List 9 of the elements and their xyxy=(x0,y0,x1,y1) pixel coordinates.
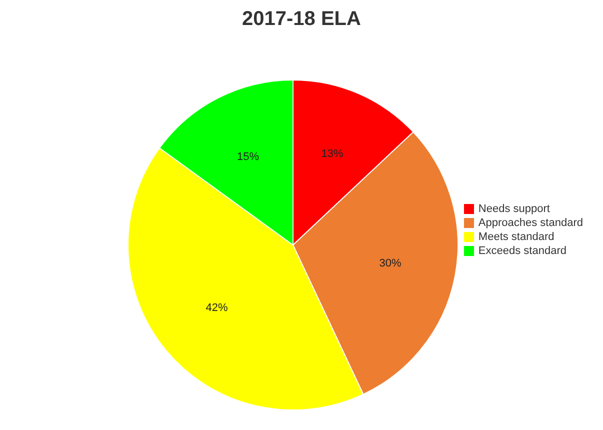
legend-label: Approaches standard xyxy=(478,217,583,229)
data-label: 30% xyxy=(379,258,402,270)
data-label: 15% xyxy=(237,150,260,163)
data-label: 13% xyxy=(321,148,344,160)
legend-label: Exceeds standard xyxy=(478,245,566,257)
data-label: 42% xyxy=(206,302,228,314)
chart-title: 2017-18 ELA xyxy=(241,8,362,31)
legend-label: Needs support xyxy=(478,203,550,215)
legend-label: Meets standard xyxy=(478,231,554,243)
